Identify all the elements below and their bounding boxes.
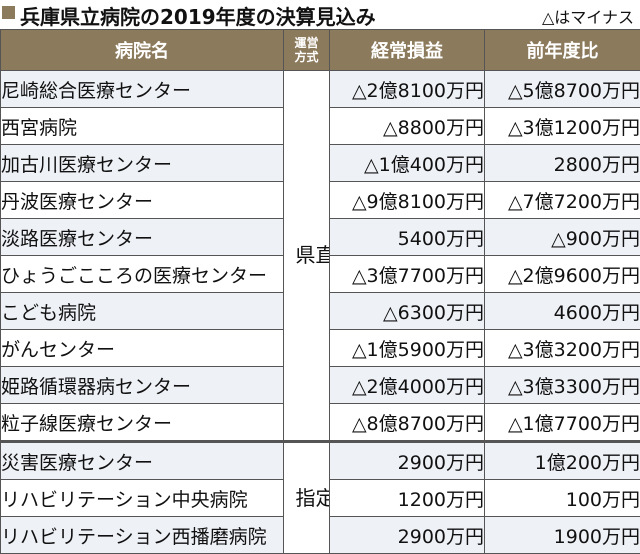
yoy-value: △1億7700万円 [485, 404, 640, 442]
ordinary-profit-value: 5400万円 [330, 219, 485, 256]
header-management: 運営 方式 [284, 30, 330, 71]
hospital-name: ひょうごこころの医療センター [1, 256, 284, 293]
yoy-value: △900万円 [485, 219, 640, 256]
hospital-name: 淡路医療センター [1, 219, 284, 256]
hospital-name: こども病院 [1, 293, 284, 330]
ordinary-profit-value: △3億7700万円 [330, 256, 485, 293]
yoy-value: △3億3300万円 [485, 367, 640, 404]
yoy-value: △3億1200万円 [485, 108, 640, 145]
management-type: 指定管理 [284, 442, 330, 554]
hospital-name: 加古川医療センター [1, 145, 284, 182]
ordinary-profit-value: 1200万円 [330, 480, 485, 517]
hospital-name: リハビリテーション西播磨病院 [1, 517, 284, 554]
table-body: 尼崎総合医療センター県直営△2億8100万円△5億8700万円西宮病院△8800… [1, 71, 640, 554]
ordinary-profit-value: △8800万円 [330, 108, 485, 145]
ordinary-profit-value: △1億400万円 [330, 145, 485, 182]
table-header-row: 病院名 運営 方式 経常損益 前年度比 [1, 30, 640, 71]
header-hospital: 病院名 [1, 30, 284, 71]
minus-note: △はマイナス [542, 4, 634, 28]
hospital-name: 西宮病院 [1, 108, 284, 145]
yoy-value: △2億9600万円 [485, 256, 640, 293]
hospital-name: 災害医療センター [1, 442, 284, 480]
hospital-name: 粒子線医療センター [1, 404, 284, 442]
results-table: 病院名 運営 方式 経常損益 前年度比 尼崎総合医療センター県直営△2億8100… [0, 29, 640, 554]
hospital-name: 尼崎総合医療センター [1, 71, 284, 108]
header-management-text: 運営 方式 [294, 36, 318, 64]
yoy-value: △7億7200万円 [485, 182, 640, 219]
ordinary-profit-value: 2900万円 [330, 442, 485, 480]
title-bar: 兵庫県立病院の2019年度の決算見込み △はマイナス [0, 0, 640, 28]
ordinary-profit-value: △2億4000万円 [330, 367, 485, 404]
ordinary-profit-value: △8億8700万円 [330, 404, 485, 442]
header-profit: 経常損益 [330, 30, 485, 71]
hospital-name: 丹波医療センター [1, 182, 284, 219]
yoy-value: △3億3200万円 [485, 330, 640, 367]
header-yoy: 前年度比 [485, 30, 640, 71]
hospital-name: リハビリテーション中央病院 [1, 480, 284, 517]
page-title: 兵庫県立病院の2019年度の決算見込み [20, 1, 376, 30]
ordinary-profit-value: △1億5900万円 [330, 330, 485, 367]
ordinary-profit-value: △2億8100万円 [330, 71, 485, 108]
yoy-value: 1億200万円 [485, 442, 640, 480]
square-bullet-icon [2, 6, 15, 19]
management-type-label: 指定管理 [296, 487, 318, 510]
yoy-value: 2800万円 [485, 145, 640, 182]
yoy-value: 1900万円 [485, 517, 640, 554]
table-row: 災害医療センター指定管理2900万円1億200万円 [1, 442, 640, 480]
ordinary-profit-value: 2900万円 [330, 517, 485, 554]
management-type: 県直営 [284, 71, 330, 442]
yoy-value: 100万円 [485, 480, 640, 517]
hospital-name: がんセンター [1, 330, 284, 367]
management-type-label: 県直営 [296, 244, 318, 267]
ordinary-profit-value: △9億8100万円 [330, 182, 485, 219]
ordinary-profit-value: △6300万円 [330, 293, 485, 330]
yoy-value: △5億8700万円 [485, 71, 640, 108]
table-row: 尼崎総合医療センター県直営△2億8100万円△5億8700万円 [1, 71, 640, 108]
hospital-name: 姫路循環器病センター [1, 367, 284, 404]
yoy-value: 4600万円 [485, 293, 640, 330]
